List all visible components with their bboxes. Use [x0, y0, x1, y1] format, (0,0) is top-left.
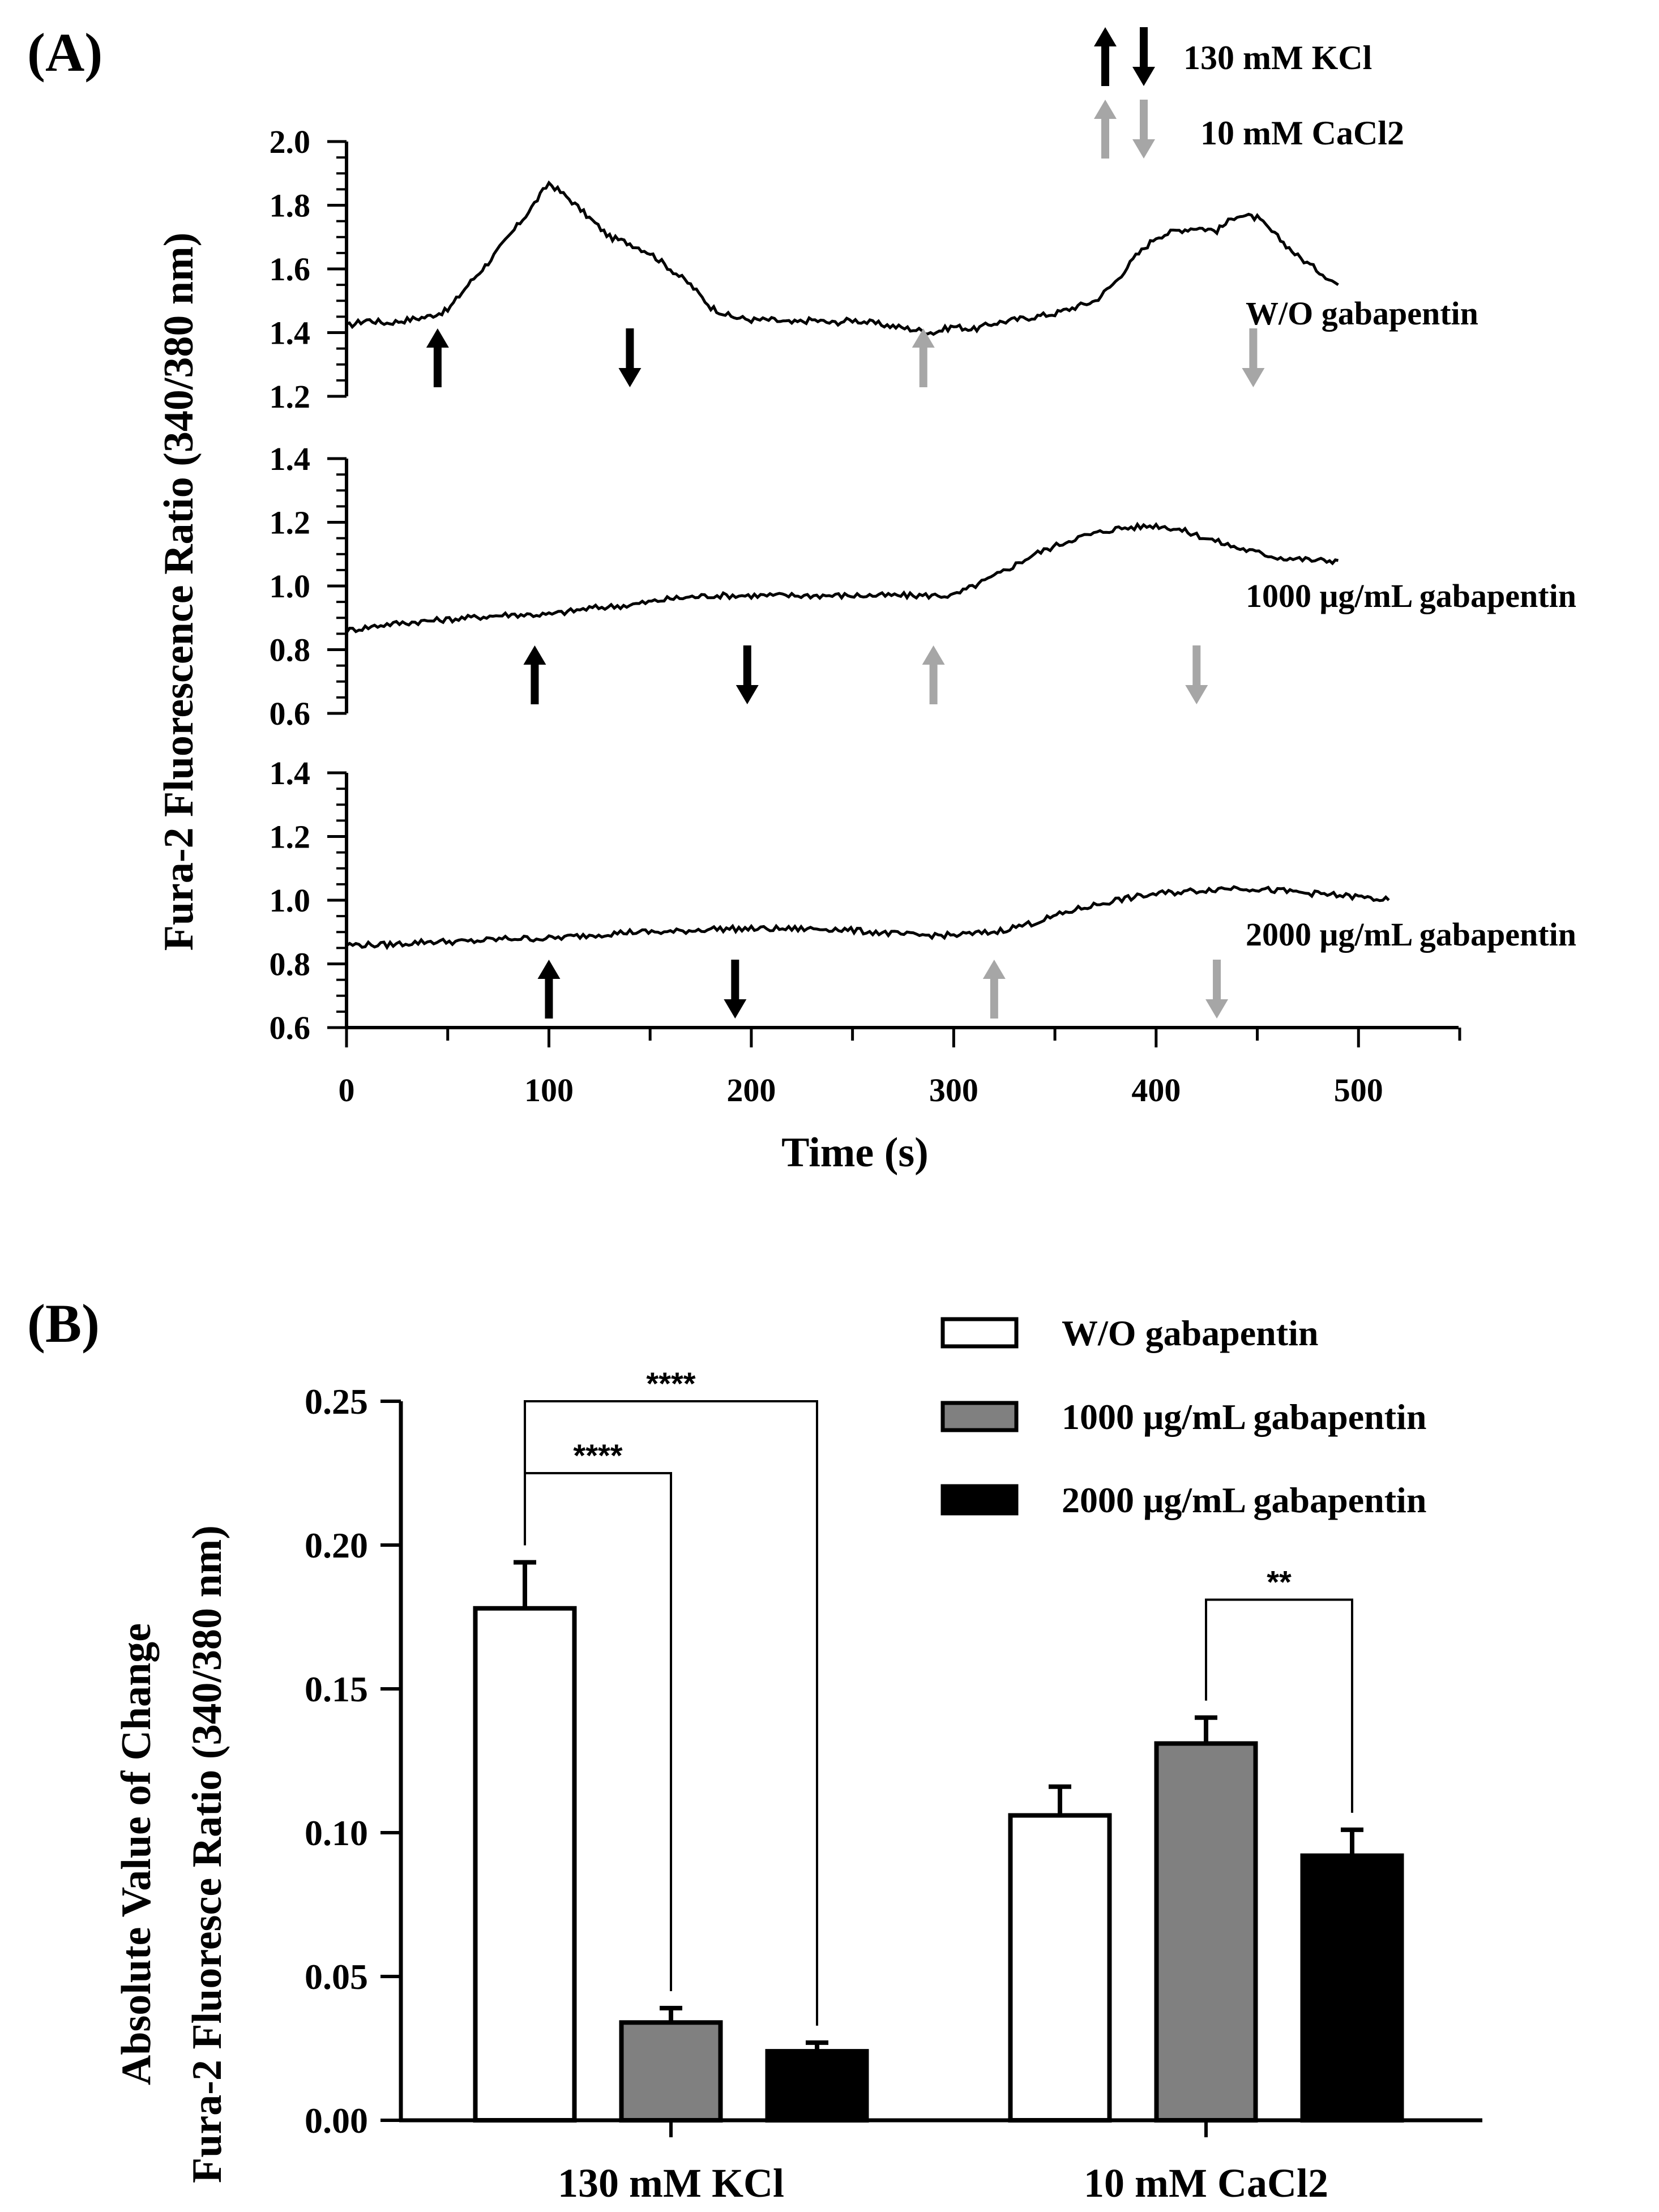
cacl2-on-arrow-icon: [912, 328, 935, 387]
y-tick-label: 1.4: [270, 315, 311, 352]
panel-a-y-axis-title: Fura-2 Fluorescence Ratio (340/380 nm): [156, 233, 202, 951]
panel-b-y-axis-title-line1: Absolute Value of Change: [113, 1623, 160, 2085]
bar-0-0: [473, 1606, 577, 2123]
significance-bracket: [1205, 1598, 1353, 1813]
bar-0-2: [765, 2049, 869, 2123]
cacl2-on-arrow-icon: [922, 645, 945, 704]
legend-item-2000: 2000 μg/mL gabapentin: [940, 1480, 1426, 1520]
legend-wo-swatch: [940, 1317, 1019, 1349]
y-tick-label: 1.2: [270, 819, 311, 855]
panel-b-bars: [473, 1560, 1404, 2123]
significance-label: ****: [646, 1366, 695, 1401]
legend-1000-swatch: [940, 1401, 1019, 1432]
legend-kcl-up-arrow-icon: [1094, 27, 1117, 86]
cacl2-off-arrow-icon: [1242, 328, 1265, 387]
subplot-2-y-ticks: 0.6 0.8 1.0 1.2 1.4: [270, 440, 347, 732]
legend-wo-label: W/O gabapentin: [1062, 1313, 1318, 1353]
kcl-on-arrow-icon: [537, 960, 561, 1019]
significance-label: ****: [573, 1437, 622, 1473]
category-label: 10 mM CaCl2: [1084, 2160, 1328, 2206]
kcl-on-arrow-icon: [523, 645, 546, 704]
x-tick-label: 100: [524, 1072, 574, 1109]
x-tick-label: 200: [726, 1072, 776, 1109]
subplot-1000-gabapentin: 0.6 0.8 1.0 1.2 1.4 1000 μg/mL gabapentin: [270, 440, 1577, 732]
subplot-2-series-label: 1000 μg/mL gabapentin: [1246, 577, 1576, 614]
panel-b-legend: W/O gabapentin 1000 μg/mL gabapentin 200…: [940, 1313, 1426, 1520]
y-tick-label: 1.0: [270, 882, 311, 919]
bar-1-1: [1154, 1741, 1258, 2123]
legend-2000-swatch: [940, 1484, 1019, 1516]
panel-a-x-ticks: 0 100 200 300 400 500: [339, 1028, 1461, 1109]
y-tick-label: 1.0: [270, 568, 311, 605]
y-tick-label: 0.20: [305, 1525, 368, 1565]
significance-label: **: [1267, 1564, 1292, 1600]
y-tick-label: 0.15: [305, 1669, 368, 1709]
bar-1-0: [1008, 1813, 1112, 2123]
y-tick-label: 0.6: [270, 1009, 311, 1046]
cacl2-off-arrow-icon: [1205, 960, 1229, 1019]
y-tick-label: 0.10: [305, 1813, 368, 1853]
legend-cacl2-down-arrow-icon: [1132, 100, 1155, 159]
legend-kcl-down-arrow-icon: [1132, 27, 1155, 86]
subplot-1-y-ticks: 1.2 1.4 1.6 1.8 2.0: [270, 123, 347, 415]
legend-kcl: 130 mM KCl: [1094, 27, 1372, 86]
y-tick-label: 0.8: [270, 946, 311, 983]
panel-a-label: (A): [27, 22, 102, 83]
subplot-1-trace: [346, 180, 1339, 336]
x-tick-label: 500: [1334, 1072, 1383, 1109]
cacl2-off-arrow-icon: [1185, 645, 1208, 704]
y-tick-label: 0.6: [270, 695, 311, 732]
panel-b-categories: 130 mM KCl 10 mM CaCl2: [558, 2120, 1328, 2206]
x-tick-label: 300: [929, 1072, 978, 1109]
legend-cacl2-label: 10 mM CaCl2: [1200, 114, 1404, 152]
panel-b-y-axis-title-line2: Fura-2 Fluoresce Ratio (340/380 nm): [184, 1525, 230, 2183]
panel-b-significance: **********: [524, 1366, 1353, 2026]
x-tick-label: 0: [339, 1072, 355, 1109]
subplot-wo-gabapentin: 1.2 1.4 1.6 1.8 2.0 W/O gabapentin: [270, 123, 1478, 415]
legend-1000-label: 1000 μg/mL gabapentin: [1062, 1397, 1426, 1437]
legend-kcl-label: 130 mM KCl: [1183, 39, 1372, 76]
y-tick-label: 0.00: [305, 2100, 368, 2141]
panel-a-x-axis-title: Time (s): [781, 1129, 929, 1176]
panel-a-legend: 130 mM KCl 10 mM CaCl2: [1094, 27, 1404, 159]
bar-1-2: [1300, 1853, 1404, 2123]
y-tick-label: 1.2: [270, 504, 311, 541]
kcl-off-arrow-icon: [618, 328, 642, 387]
y-tick-label: 1.6: [270, 251, 311, 288]
panel-b-plot: 0.000.050.100.150.200.25 ********** 130 …: [305, 1366, 1482, 2206]
panel-a-x-axis: 0 100 200 300 400 500: [339, 1026, 1461, 1109]
y-tick-label: 1.8: [270, 187, 311, 224]
y-tick-label: 0.05: [305, 1957, 368, 1997]
kcl-on-arrow-icon: [426, 328, 449, 387]
panel-b-y-ticks: 0.00 0.05 0.10 0.15 0.20 0.25: [305, 1381, 401, 2141]
y-tick-label: 0.25: [305, 1381, 368, 1422]
legend-item-wo: W/O gabapentin: [940, 1313, 1318, 1353]
y-tick-label: 1.2: [270, 378, 311, 415]
subplot-2000-gabapentin: 0.6 0.8 1.0 1.2 1.4 2000 μg/mL gabapentin: [270, 755, 1577, 1046]
y-tick-label: 0.8: [270, 632, 311, 669]
x-tick-label: 400: [1131, 1072, 1181, 1109]
category-label: 130 mM KCl: [558, 2160, 784, 2206]
kcl-off-arrow-icon: [724, 960, 747, 1019]
cacl2-on-arrow-icon: [982, 960, 1006, 1019]
subplot-3-trace: [345, 885, 1390, 951]
bar-0-1: [619, 2020, 723, 2123]
y-tick-label: 1.4: [270, 440, 311, 477]
legend-cacl2-up-arrow-icon: [1094, 100, 1117, 159]
y-tick-label: 2.0: [270, 123, 311, 160]
subplot-2-trace: [345, 521, 1339, 634]
subplot-3-y-ticks: 0.6 0.8 1.0 1.2 1.4: [270, 755, 347, 1046]
subplot-3-series-label: 2000 μg/mL gabapentin: [1246, 916, 1576, 953]
panel-b-label: (B): [27, 1293, 100, 1354]
legend-cacl2: 10 mM CaCl2: [1094, 100, 1404, 159]
subplot-1-series-label: W/O gabapentin: [1246, 295, 1478, 332]
legend-2000-label: 2000 μg/mL gabapentin: [1062, 1480, 1426, 1520]
kcl-off-arrow-icon: [736, 645, 759, 704]
y-tick-label: 1.4: [270, 755, 311, 791]
significance-bracket: [524, 1472, 672, 1991]
legend-item-1000: 1000 μg/mL gabapentin: [940, 1397, 1426, 1437]
